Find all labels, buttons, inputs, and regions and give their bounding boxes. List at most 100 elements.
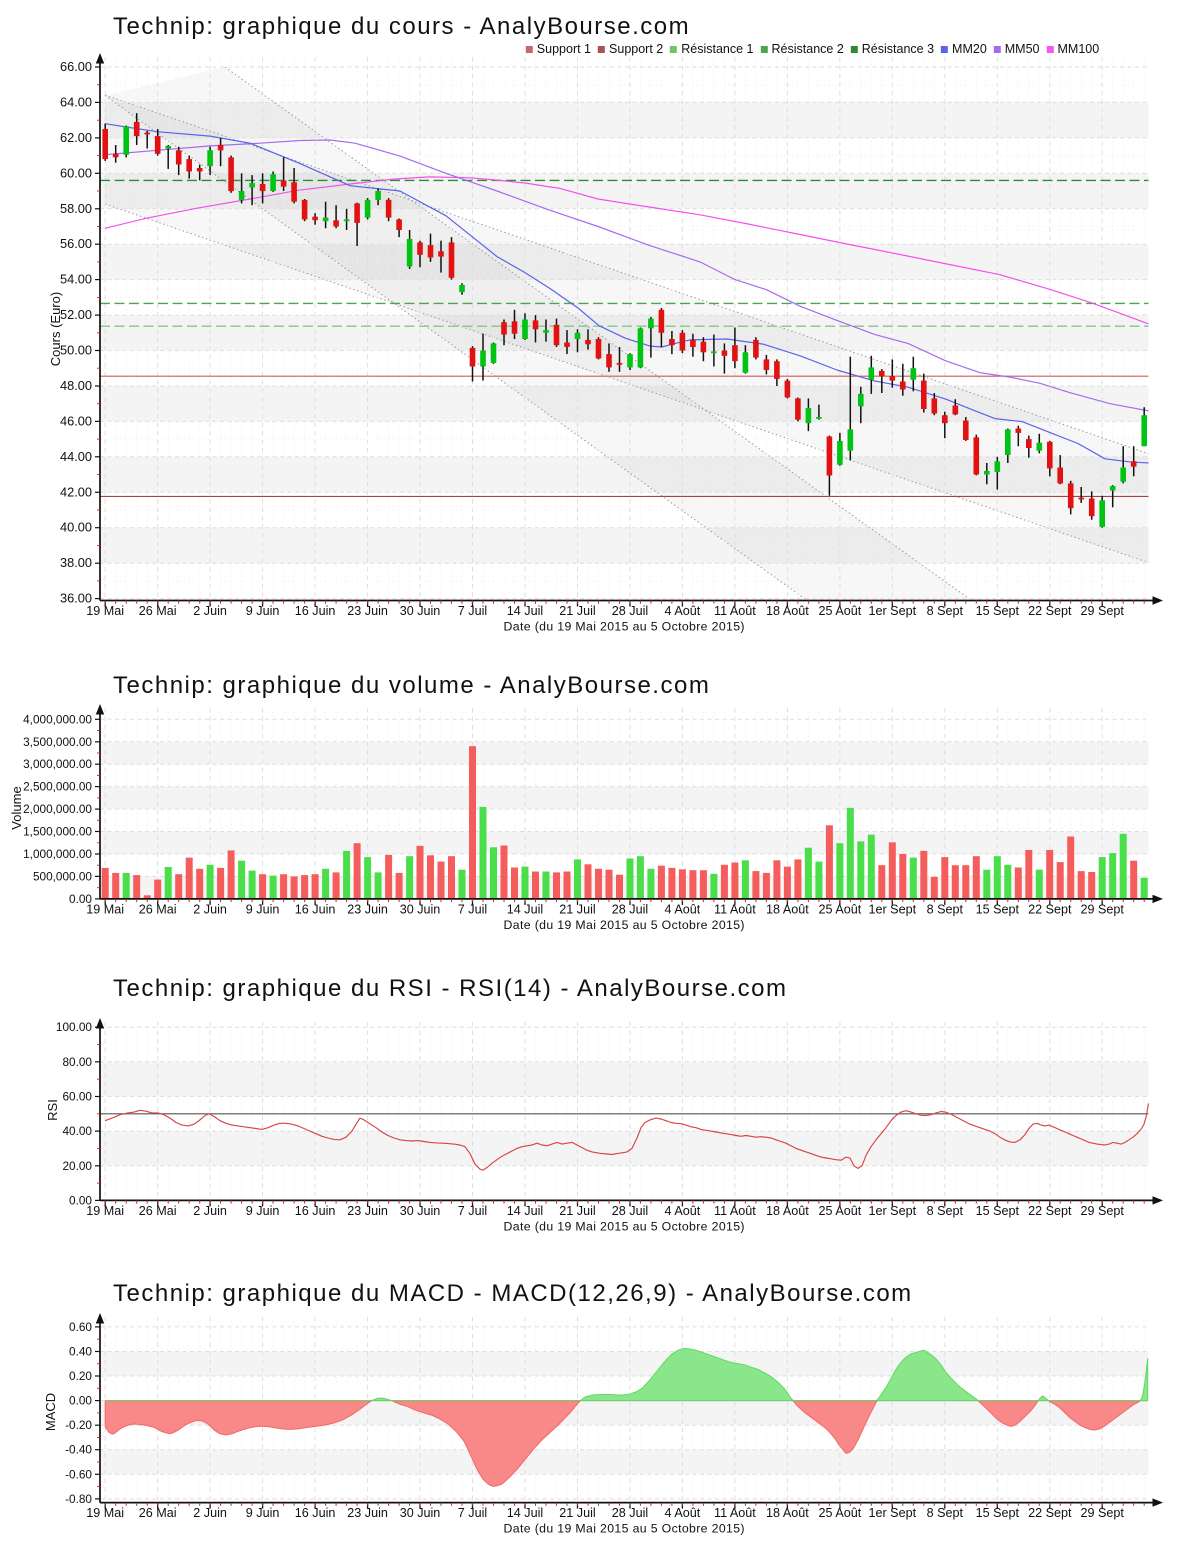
svg-text:0.00: 0.00 xyxy=(69,1394,92,1408)
svg-text:1,500,000.00: 1,500,000.00 xyxy=(23,825,92,839)
svg-text:14 Juil: 14 Juil xyxy=(507,1204,543,1218)
svg-text:30 Juin: 30 Juin xyxy=(400,1204,441,1218)
svg-text:40.00: 40.00 xyxy=(62,1124,92,1138)
svg-text:22 Sept: 22 Sept xyxy=(1028,1506,1072,1520)
svg-text:29 Sept: 29 Sept xyxy=(1080,1506,1124,1520)
svg-text:20.00: 20.00 xyxy=(62,1159,92,1173)
svg-text:18 Août: 18 Août xyxy=(766,604,809,618)
svg-text:80.00: 80.00 xyxy=(62,1055,92,1069)
svg-text:22 Sept: 22 Sept xyxy=(1028,1204,1072,1218)
svg-text:44.00: 44.00 xyxy=(60,449,92,464)
svg-text:42.00: 42.00 xyxy=(60,484,92,499)
svg-text:7 Juil: 7 Juil xyxy=(458,1204,487,1218)
svg-text:0.00: 0.00 xyxy=(69,892,92,906)
svg-text:11 Août: 11 Août xyxy=(714,902,756,916)
svg-text:9 Juin: 9 Juin xyxy=(246,604,280,618)
svg-text:2,500,000.00: 2,500,000.00 xyxy=(23,780,92,794)
svg-text:Technip: graphique du MACD - M: Technip: graphique du MACD - MACD(12,26,… xyxy=(113,1280,913,1307)
svg-text:29 Sept: 29 Sept xyxy=(1080,604,1124,618)
svg-text:16 Juin: 16 Juin xyxy=(295,604,336,618)
svg-text:30 Juin: 30 Juin xyxy=(400,604,441,618)
svg-text:Date (du 19 Mai 2015 au 5 Octo: Date (du 19 Mai 2015 au 5 Octobre 2015) xyxy=(504,1219,745,1233)
svg-text:22 Sept: 22 Sept xyxy=(1028,604,1072,618)
svg-text:16 Juin: 16 Juin xyxy=(295,1204,336,1218)
svg-text:Technip: graphique du volume -: Technip: graphique du volume - AnalyBour… xyxy=(113,672,710,699)
svg-text:23 Juin: 23 Juin xyxy=(347,1506,388,1520)
svg-text:28 Juil: 28 Juil xyxy=(612,1204,648,1218)
svg-text:11 Août: 11 Août xyxy=(714,1506,756,1520)
svg-text:2,000,000.00: 2,000,000.00 xyxy=(23,802,92,816)
svg-text:2 Juin: 2 Juin xyxy=(193,604,227,618)
svg-text:4 Août: 4 Août xyxy=(665,1506,701,1520)
svg-text:50.00: 50.00 xyxy=(60,343,92,358)
svg-text:21 Juil: 21 Juil xyxy=(559,902,595,916)
svg-text:4 Août: 4 Août xyxy=(665,902,701,916)
svg-text:62.00: 62.00 xyxy=(60,130,92,145)
svg-text:22 Sept: 22 Sept xyxy=(1028,902,1072,916)
svg-text:Date (du 19 Mai 2015 au 5 Octo: Date (du 19 Mai 2015 au 5 Octobre 2015) xyxy=(504,918,745,932)
svg-text:3,000,000.00: 3,000,000.00 xyxy=(23,757,92,771)
svg-text:28 Juil: 28 Juil xyxy=(612,902,648,916)
svg-text:7 Juil: 7 Juil xyxy=(458,1506,487,1520)
svg-text:11 Août: 11 Août xyxy=(714,1204,756,1218)
svg-text:4 Août: 4 Août xyxy=(665,604,701,618)
svg-text:7 Juil: 7 Juil xyxy=(458,604,487,618)
svg-text:8 Sept: 8 Sept xyxy=(927,1204,964,1218)
svg-text:25 Août: 25 Août xyxy=(819,1204,862,1218)
svg-text:1er Sept: 1er Sept xyxy=(868,1506,916,1520)
svg-text:26 Mai: 26 Mai xyxy=(139,604,177,618)
svg-text:48.00: 48.00 xyxy=(60,378,92,393)
svg-text:18 Août: 18 Août xyxy=(766,902,809,916)
svg-text:58.00: 58.00 xyxy=(60,201,92,216)
svg-text:19 Mai: 19 Mai xyxy=(86,1506,124,1520)
svg-text:29 Sept: 29 Sept xyxy=(1080,1204,1124,1218)
svg-text:4,000,000.00: 4,000,000.00 xyxy=(23,712,92,726)
svg-text:3,500,000.00: 3,500,000.00 xyxy=(23,735,92,749)
svg-text:1er Sept: 1er Sept xyxy=(868,604,916,618)
svg-text:64.00: 64.00 xyxy=(60,94,92,109)
svg-text:9 Juin: 9 Juin xyxy=(246,1506,280,1520)
svg-text:23 Juin: 23 Juin xyxy=(347,1204,388,1218)
svg-text:Technip: graphique du cours -: Technip: graphique du cours - AnalyBours… xyxy=(113,13,690,40)
svg-text:2 Juin: 2 Juin xyxy=(193,1204,227,1218)
svg-text:Technip: graphique du RSI - RS: Technip: graphique du RSI - RSI(14) - An… xyxy=(113,975,787,1002)
svg-text:500,000.00: 500,000.00 xyxy=(33,869,92,883)
svg-text:Cours (Euro): Cours (Euro) xyxy=(48,292,63,366)
svg-text:21 Juil: 21 Juil xyxy=(559,1506,595,1520)
svg-text:16 Juin: 16 Juin xyxy=(295,1506,336,1520)
svg-text:19 Mai: 19 Mai xyxy=(86,902,124,916)
svg-text:11 Août: 11 Août xyxy=(714,604,756,618)
svg-text:-0.20: -0.20 xyxy=(65,1418,92,1432)
svg-text:26 Mai: 26 Mai xyxy=(139,1204,177,1218)
svg-text:15 Sept: 15 Sept xyxy=(976,902,1020,916)
svg-text:0.40: 0.40 xyxy=(69,1345,92,1359)
svg-text:1er Sept: 1er Sept xyxy=(868,902,916,916)
svg-text:15 Sept: 15 Sept xyxy=(976,1204,1020,1218)
svg-text:0.00: 0.00 xyxy=(69,1193,92,1207)
svg-text:Volume: Volume xyxy=(9,786,24,829)
svg-text:66.00: 66.00 xyxy=(60,59,92,74)
svg-text:8 Sept: 8 Sept xyxy=(927,902,964,916)
svg-text:28 Juil: 28 Juil xyxy=(612,1506,648,1520)
svg-text:2 Juin: 2 Juin xyxy=(193,902,227,916)
svg-text:8 Sept: 8 Sept xyxy=(927,604,964,618)
svg-text:29 Sept: 29 Sept xyxy=(1080,902,1124,916)
svg-text:46.00: 46.00 xyxy=(60,413,92,428)
svg-text:40.00: 40.00 xyxy=(60,520,92,535)
svg-text:54.00: 54.00 xyxy=(60,272,92,287)
svg-text:14 Juil: 14 Juil xyxy=(507,902,543,916)
svg-text:2 Juin: 2 Juin xyxy=(193,1506,227,1520)
svg-text:26 Mai: 26 Mai xyxy=(139,1506,177,1520)
svg-text:7 Juil: 7 Juil xyxy=(458,902,487,916)
svg-text:23 Juin: 23 Juin xyxy=(347,604,388,618)
svg-text:4 Août: 4 Août xyxy=(665,1204,701,1218)
svg-text:25 Août: 25 Août xyxy=(819,604,862,618)
svg-text:18 Août: 18 Août xyxy=(766,1204,809,1218)
svg-text:1,000,000.00: 1,000,000.00 xyxy=(23,847,92,861)
svg-text:30 Juin: 30 Juin xyxy=(400,902,441,916)
svg-text:19 Mai: 19 Mai xyxy=(86,604,124,618)
svg-text:56.00: 56.00 xyxy=(60,236,92,251)
svg-text:23 Juin: 23 Juin xyxy=(347,902,388,916)
svg-text:MACD: MACD xyxy=(43,1393,58,1431)
svg-text:21 Juil: 21 Juil xyxy=(559,604,595,618)
